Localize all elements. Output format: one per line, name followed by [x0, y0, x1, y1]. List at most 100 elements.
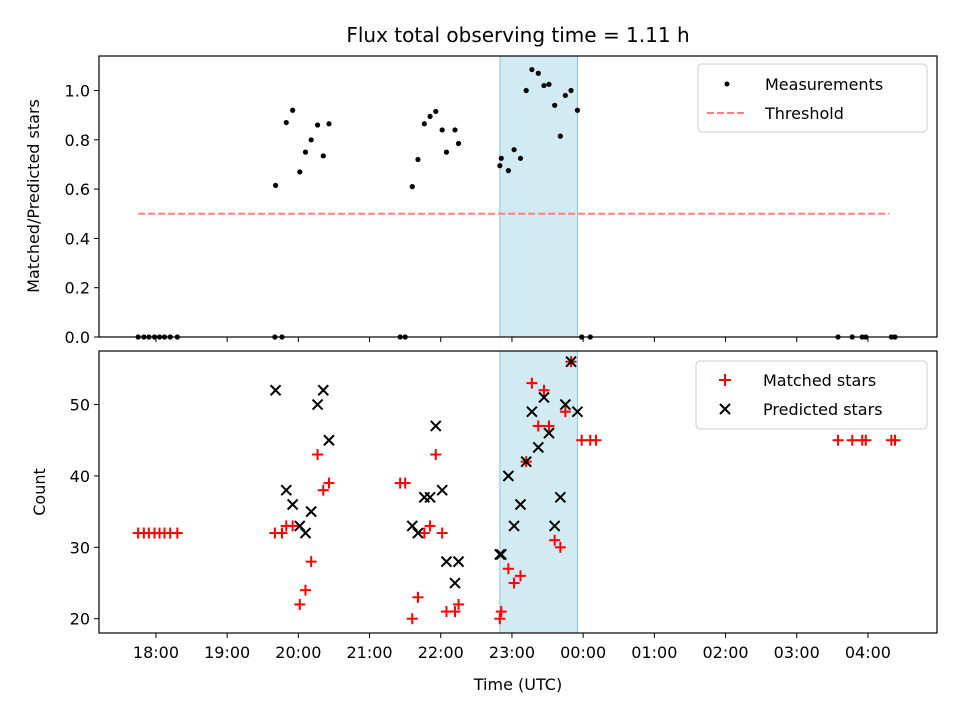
x-tick-label: 00:00 — [560, 643, 606, 662]
x-tick-label: 01:00 — [631, 643, 677, 662]
predicted-star-point — [559, 398, 572, 411]
matched-star-point — [559, 406, 571, 418]
bottom-legend-box — [695, 360, 928, 430]
matched-star-point — [424, 520, 436, 532]
predicted-star-point — [299, 527, 312, 539]
predicted-star-point — [323, 434, 335, 446]
matched-star-point — [453, 598, 465, 610]
measurement-point — [409, 184, 415, 190]
matched-star-point — [832, 434, 844, 446]
matched-star-point — [543, 420, 555, 432]
predicted-star-point — [269, 384, 282, 396]
x-tick-label: 02:00 — [702, 643, 748, 662]
matched-star-point — [412, 591, 424, 603]
y-tick-label: 0.6 — [65, 180, 90, 199]
measurement-point — [452, 127, 458, 133]
x-tick-label: 04:00 — [845, 643, 891, 662]
matched-star-point — [305, 556, 317, 568]
y-tick-label: 0.0 — [65, 328, 90, 347]
x-tick-label: 03:00 — [774, 643, 820, 662]
measurement-point — [557, 133, 563, 139]
matched-star-point — [526, 377, 538, 389]
bottom-y-ticks: 20 30 40 50 — [70, 396, 99, 629]
legend-measurements-label: Measurements — [765, 75, 883, 94]
predicted-star-point — [440, 555, 453, 568]
matched-star-point — [538, 384, 550, 396]
measurement-point — [535, 70, 541, 76]
matched-star-point — [554, 541, 566, 553]
measurement-point — [517, 155, 524, 161]
matched-star-point — [418, 527, 430, 539]
measurement-point — [439, 127, 445, 133]
top-y-ticks: 0.0 0.2 0.4 0.6 0.8 1.0 — [65, 82, 99, 347]
predicted-star-point — [495, 548, 507, 561]
y-tick-label: 30 — [70, 538, 90, 557]
predicted-star-point — [286, 498, 299, 511]
y-tick-label: 40 — [70, 467, 90, 486]
matched-star-point — [294, 598, 306, 610]
measurement-point — [568, 87, 574, 94]
measurement-point — [541, 82, 547, 89]
matched-star-point — [495, 606, 507, 618]
bottom-y-axis-label: Count — [30, 468, 49, 516]
predicted-star-point — [538, 391, 550, 404]
measurement-point — [511, 147, 517, 153]
matched-star-point — [514, 570, 526, 582]
matched-star-point — [430, 449, 442, 461]
measurement-point — [552, 102, 558, 108]
x-axis-label: Time (UTC) — [473, 675, 562, 694]
predicted-star-point — [571, 405, 584, 418]
top-series-layer — [135, 66, 898, 340]
measurement-point — [455, 140, 462, 147]
predicted-star-point — [494, 548, 506, 561]
predicted-star-point — [502, 470, 515, 482]
measurement-point — [421, 121, 427, 127]
predicted-star-point — [430, 420, 442, 432]
top-legend: Measurements Threshold — [697, 63, 928, 133]
measurement-point — [272, 182, 279, 189]
measurement-point — [443, 149, 450, 155]
legend-predicted-label: Predicted stars — [763, 400, 883, 419]
y-tick-label: 0.4 — [65, 229, 90, 248]
predicted-star-point — [406, 520, 418, 532]
matched-star-point — [502, 563, 514, 575]
matched-star-point — [590, 434, 602, 446]
measurement-point — [302, 149, 309, 155]
measurement-point — [290, 107, 296, 113]
x-tick-label: 19:00 — [204, 643, 250, 662]
legend-measurements-marker — [724, 81, 730, 87]
matched-star-point — [549, 534, 561, 546]
predicted-star-point — [436, 484, 448, 496]
matched-star-point — [323, 477, 335, 489]
measurement-point — [497, 163, 503, 169]
measurement-point — [498, 155, 504, 161]
y-tick-label: 1.0 — [65, 82, 90, 101]
measurement-point — [433, 108, 439, 115]
matched-star-point — [846, 434, 858, 446]
top-y-axis-label: Matched/Predicted stars — [24, 99, 43, 293]
predicted-star-point — [305, 505, 317, 518]
matched-star-point — [860, 434, 872, 446]
y-tick-label: 20 — [70, 610, 90, 629]
top-highlight-layer — [499, 55, 578, 338]
measurement-point — [523, 87, 529, 94]
measurement-point — [283, 119, 289, 126]
predicted-star-point — [514, 498, 527, 511]
measurement-point — [326, 121, 332, 127]
top-legend-box — [697, 63, 928, 133]
matched-star-point — [889, 434, 901, 446]
matched-star-point — [171, 527, 183, 539]
y-tick-label: 50 — [70, 396, 90, 415]
measurement-point — [529, 66, 535, 73]
predicted-star-point — [543, 427, 555, 439]
predicted-star-point — [412, 527, 424, 539]
predicted-star-point — [280, 484, 292, 496]
legend-predicted-marker — [719, 403, 731, 415]
y-tick-label: 0.8 — [65, 131, 90, 150]
legend-threshold-label: Threshold — [764, 104, 844, 123]
measurement-point — [427, 113, 433, 119]
matched-star-point — [317, 484, 329, 496]
matched-star-point — [436, 527, 448, 539]
predicted-star-point — [508, 520, 520, 532]
